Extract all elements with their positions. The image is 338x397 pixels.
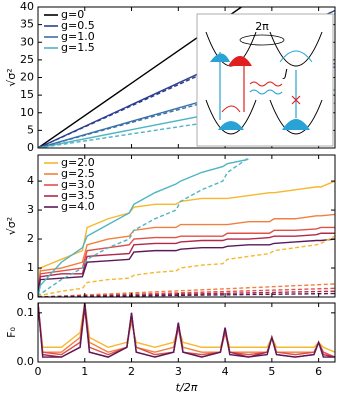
legend-label: g=0.5	[61, 19, 95, 32]
plot-area	[38, 303, 335, 358]
y-tick-label: 0	[27, 290, 34, 303]
y-tick-label: 0.1	[17, 306, 35, 319]
x-tick-label: 3	[175, 365, 182, 378]
legend-label: g=3.5	[61, 189, 95, 202]
axes-frame	[37, 154, 336, 298]
inset-diagram: 2π J	[196, 13, 334, 147]
rotation-arrow	[239, 34, 285, 46]
y-tick-label: 20	[20, 71, 34, 84]
legend-label: g=1.5	[61, 41, 95, 54]
y-tick-label: 0	[27, 141, 34, 154]
series-line	[38, 157, 249, 297]
series-line	[38, 303, 335, 358]
y-tick-label: 25	[20, 53, 34, 66]
x-tick-label: 6	[315, 365, 322, 378]
series-line	[38, 292, 335, 297]
x-axis-label: t/2π	[176, 381, 198, 394]
annotation: J	[282, 67, 287, 80]
y-tick-label: 40	[20, 0, 34, 13]
well	[269, 31, 323, 67]
series-line	[38, 238, 335, 297]
wavepacket	[221, 105, 241, 113]
y-tick-label: 0.0	[17, 355, 35, 368]
legend-label: g=3.0	[61, 178, 95, 191]
series-line	[38, 13, 335, 148]
y-tick-label: 10	[20, 106, 34, 119]
y-axis-label: √σ²	[5, 217, 18, 235]
series-line	[38, 235, 335, 297]
series-line	[38, 290, 335, 297]
y-axis-label: F₀	[5, 327, 18, 338]
y-tick-label: 15	[20, 88, 34, 101]
y-tick-label: 5	[27, 123, 34, 136]
annotation: 2π	[255, 20, 269, 33]
inset-frame	[196, 13, 334, 147]
x-tick-label: 4	[222, 365, 229, 378]
well	[269, 99, 323, 135]
x-tick-label: 0	[35, 365, 42, 378]
well	[205, 99, 257, 135]
wavepacket	[218, 121, 244, 130]
y-tick-label: 35	[20, 18, 34, 31]
y-tick-label: 2	[27, 232, 34, 245]
cross	[291, 95, 301, 105]
wavepacket	[282, 119, 310, 130]
series-line	[38, 287, 335, 297]
x-tick-label: 2	[128, 365, 135, 378]
y-tick-label: 3	[27, 203, 34, 216]
plot-area	[38, 157, 335, 297]
y-tick-label: 30	[20, 35, 34, 48]
y-tick-label: 4	[27, 174, 34, 187]
series-line	[38, 213, 335, 297]
x-tick-label: 5	[268, 365, 275, 378]
legend-label: g=0	[61, 8, 84, 21]
x-tick-label: 1	[81, 365, 88, 378]
y-axis-label: √σ²	[5, 68, 18, 86]
wavepacket	[279, 50, 313, 63]
coupling-wave	[249, 81, 283, 87]
series-line	[38, 283, 335, 297]
legend-label: g=1.0	[61, 30, 95, 43]
axes-frame	[37, 302, 336, 363]
legend-label: g=4.0	[61, 200, 95, 213]
series-line	[38, 226, 335, 297]
wavepacket	[228, 56, 252, 66]
legend-label: g=2.0	[61, 156, 95, 169]
series-line	[38, 158, 249, 297]
series-line	[38, 232, 335, 297]
legend-label: g=2.5	[61, 167, 95, 180]
y-tick-label: 1	[27, 261, 34, 274]
coupling-wave	[249, 89, 283, 95]
